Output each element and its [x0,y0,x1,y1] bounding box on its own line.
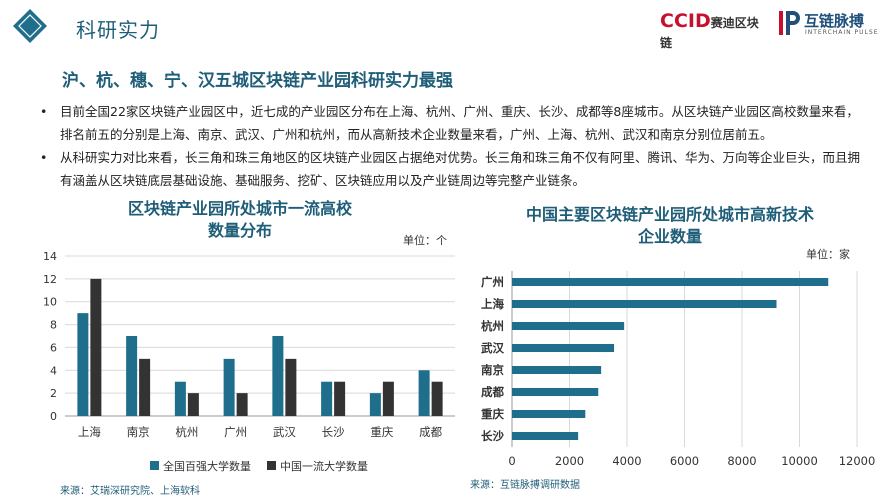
bar-top100-universities [174,381,186,416]
bar-top100-universities [418,370,430,416]
legend-swatch [267,461,276,470]
x-tick-label: 6000 [670,454,699,468]
left-chart-title: 区块链产业园所处城市一流高校 数量分布 [127,199,352,240]
y-tick-label: 武汉 [481,341,504,355]
left-chart-source: 来源：艾瑞深研究院、上海软科 [60,486,200,497]
section-diamond-icon [13,9,47,43]
bullet-list: • 目前全国22家区块链产业园区中，近七成的产业园区分布在上海、杭州、广州、重庆、… [40,100,870,192]
bar-first-class-universities [382,381,394,416]
bar-high-tech-enterprises [512,410,586,418]
bar-first-class-universities [431,381,443,416]
x-tick-label: 重庆 [370,425,393,439]
x-tick-label: 广州 [224,425,247,439]
bar-first-class-universities [90,278,102,416]
interchain-pulse-logo: 互链脉搏 INTERCHAIN PULSE [778,8,888,40]
x-tick-label: 10000 [781,454,818,468]
bar-first-class-universities [139,358,151,416]
y-tick-label: 上海 [481,297,504,311]
y-tick-label: 成都 [481,385,504,399]
right-chart-title: 中国主要区块链产业园所处城市高新技术 企业数量 [525,205,814,246]
right-chart-source: 来源：互链脉搏调研数据 [470,480,580,491]
bar-high-tech-enterprises [512,322,625,330]
y-tick-label: 广州 [481,275,504,289]
y-tick-label: 2 [50,387,57,400]
bar-first-class-universities [285,358,297,416]
x-tick-label: 4000 [612,454,641,468]
bar-high-tech-enterprises [512,344,615,352]
bullet-item: • 目前全国22家区块链产业园区中，近七成的产业园区分布在上海、杭州、广州、重庆、… [40,104,859,142]
y-tick-label: 杭州 [481,319,504,333]
y-tick-label: 重庆 [481,407,504,421]
x-tick-label: 12000 [839,454,876,468]
x-tick-label: 0 [508,454,515,468]
bar-high-tech-enterprises [512,432,579,440]
interchain-pulse-logo-icon [779,11,800,35]
legend-label: 全国百强大学数量 [163,459,251,473]
bar-top100-universities [223,358,235,416]
y-tick-label: 10 [43,296,57,309]
ccid-logo: CCID赛迪区块链 [660,10,759,50]
bar-top100-universities [369,393,381,416]
legend-label: 中国一流大学数量 [280,459,368,473]
bar-top100-universities [77,313,89,416]
y-tick-label: 4 [50,364,57,377]
headline: 沪、杭、穗、宁、汉五城区块链产业园科研实力最强 [62,71,453,91]
y-tick-label: 12 [43,273,57,286]
bar-top100-universities [126,336,138,416]
y-tick-label: 0 [50,410,57,423]
bar-high-tech-enterprises [512,366,602,374]
right-bar-chart: 0 2000 4000 6000 8000 10000 12000 广州上海杭州武汉南京成都重… [481,271,876,468]
bullet-item: • 从科研实力对比来看，长三角和珠三角地区的区块链产业园区占据绝对优势。长三角和珠… [40,150,861,188]
left-chart-unit: 单位：个 [403,234,447,247]
bar-high-tech-enterprises [512,278,829,286]
x-tick-label: 南京 [127,425,150,439]
x-tick-label: 上海 [78,425,101,439]
x-tick-label: 武汉 [273,425,296,439]
bar-top100-universities [272,336,284,416]
y-tick-label: 14 [43,250,57,263]
legend-swatch [150,461,159,470]
y-tick-label: 长沙 [481,429,504,443]
x-tick-label: 2000 [555,454,584,468]
x-tick-label: 成都 [419,425,442,439]
section-title: 科研实力 [76,18,160,42]
x-tick-label: 长沙 [322,425,345,439]
bar-first-class-universities [187,393,199,416]
x-tick-label: 杭州 [175,425,198,439]
y-tick-label: 6 [50,341,57,354]
bar-high-tech-enterprises [512,300,777,308]
y-tick-label: 8 [50,319,57,332]
bar-first-class-universities [334,381,346,416]
bar-top100-universities [321,381,333,416]
y-tick-label: 南京 [481,363,504,377]
bar-high-tech-enterprises [512,388,599,396]
bar-first-class-universities [236,393,248,416]
x-tick-label: 8000 [727,454,756,468]
right-chart-unit: 单位：家 [806,248,850,261]
